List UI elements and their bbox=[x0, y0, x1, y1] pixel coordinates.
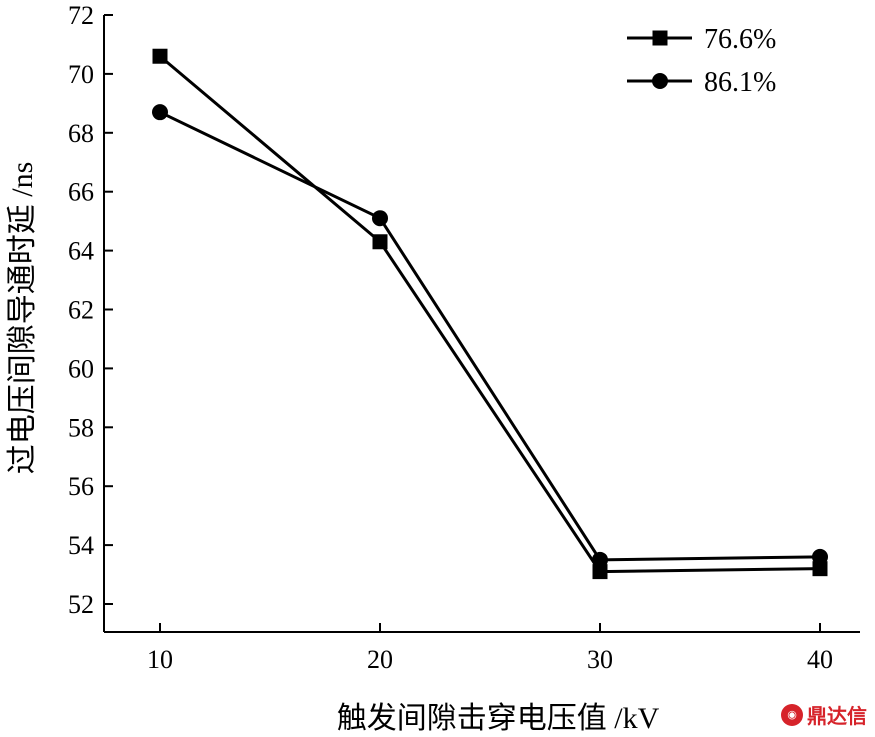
legend-label: 86.1% bbox=[704, 67, 776, 98]
x-tick-label: 40 bbox=[807, 645, 833, 674]
y-tick-label: 70 bbox=[68, 60, 94, 89]
x-tick-label: 20 bbox=[367, 645, 393, 674]
legend-entry-1: 76.6% bbox=[627, 24, 776, 55]
watermark: ◉ 鼎达信 bbox=[781, 700, 867, 729]
y-tick-label: 68 bbox=[68, 119, 94, 148]
x-ticks: 10 20 30 40 bbox=[147, 623, 833, 674]
data-point-square bbox=[592, 564, 608, 580]
series-line bbox=[159, 110, 821, 562]
data-point-circle bbox=[372, 210, 388, 227]
series-2 bbox=[152, 104, 828, 568]
legend-entry-2: 86.1% bbox=[627, 67, 776, 98]
series-1 bbox=[152, 48, 828, 580]
legend-circle-marker bbox=[652, 73, 668, 89]
y-tick-label: 56 bbox=[68, 472, 94, 501]
y-tick-label: 58 bbox=[68, 413, 94, 442]
series-group bbox=[152, 48, 828, 580]
y-tick-label: 64 bbox=[68, 237, 94, 266]
x-tick-label: 10 bbox=[147, 645, 173, 674]
x-axis-label: 触发间隙击穿电压值 /kV bbox=[337, 702, 660, 735]
y-ticks: 52 54 56 58 60 62 64 66 68 70 72 bbox=[68, 1, 113, 619]
y-tick-label: 62 bbox=[68, 296, 94, 325]
watermark-text: 鼎达信 bbox=[807, 704, 867, 728]
data-point-square bbox=[812, 561, 828, 577]
axes bbox=[103, 15, 860, 633]
data-point-circle bbox=[592, 551, 608, 568]
data-point-circle bbox=[152, 104, 168, 121]
data-point-square bbox=[372, 234, 388, 250]
x-tick-label: 30 bbox=[587, 645, 613, 674]
legend-label: 76.6% bbox=[704, 24, 776, 55]
y-tick-label: 60 bbox=[68, 354, 94, 383]
y-tick-label: 52 bbox=[68, 590, 94, 619]
data-point-square bbox=[152, 48, 168, 64]
y-axis-label: 过电压间隙导通时延 /ns bbox=[6, 162, 39, 475]
legend-square-marker bbox=[652, 30, 668, 46]
y-tick-label: 54 bbox=[68, 531, 94, 560]
logo-icon: ◉ bbox=[781, 703, 803, 726]
legend: 76.6% 86.1% bbox=[627, 24, 776, 98]
y-tick-label: 72 bbox=[68, 1, 94, 30]
data-point-circle bbox=[812, 548, 828, 565]
series-line bbox=[159, 55, 821, 574]
y-tick-label: 66 bbox=[68, 178, 94, 207]
